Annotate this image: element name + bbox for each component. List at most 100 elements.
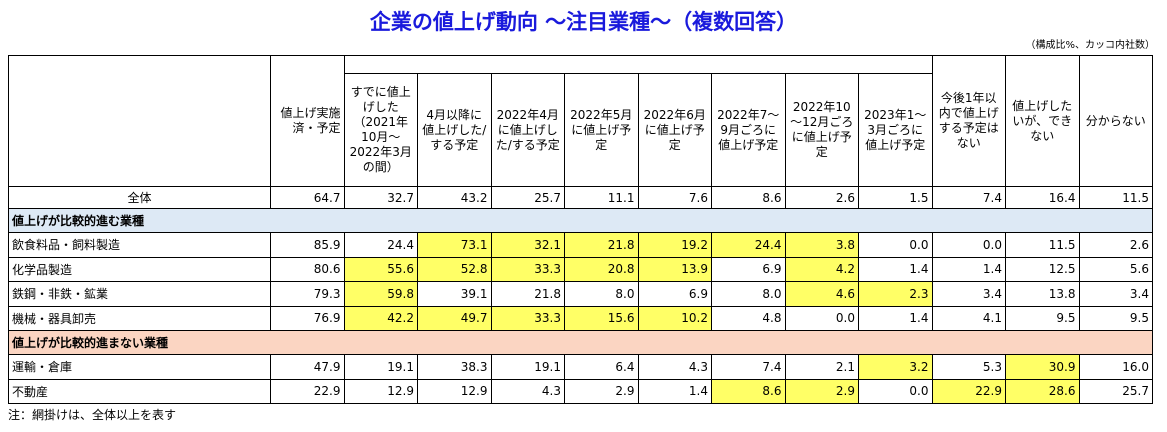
column-header: 分からない [1078, 55, 1153, 187]
cell: 4.2 [784, 256, 859, 282]
cell: 12.9 [343, 378, 418, 404]
cell: 2.3 [858, 281, 933, 307]
cell: 24.4 [711, 232, 786, 258]
row-label: 全体 [8, 186, 271, 209]
cell: 76.9 [270, 305, 345, 331]
cell: 13.9 [637, 256, 712, 282]
cell: 39.1 [417, 281, 492, 307]
data-row: 化学品製造 80.6 55.6 52.8 33.3 20.8 13.9 6.9 4.2 1.4 1.… [8, 256, 1153, 282]
cell: 12.5 [1005, 256, 1080, 282]
cell: 80.6 [270, 256, 345, 282]
cell: 21.8 [564, 232, 639, 258]
row-label: 機械・器具卸売 [8, 305, 271, 331]
cell: 7.4 [931, 186, 1006, 209]
cell: 52.8 [417, 256, 492, 282]
cell: 22.9 [931, 378, 1006, 404]
cell: 43.2 [417, 186, 492, 209]
cell: 1.4 [858, 305, 933, 331]
cell: 3.2 [858, 354, 933, 380]
cell: 16.4 [1005, 186, 1080, 209]
cell: 3.8 [784, 232, 859, 258]
cell: 20.8 [564, 256, 639, 282]
cell: 73.1 [417, 232, 492, 258]
column-header: 値上げしたいが、できない [1005, 55, 1080, 187]
cell: 4.3 [637, 354, 712, 380]
cell: 1.5 [858, 186, 933, 209]
column-header: 2022年7～9月ごろに値上げ予定 [711, 73, 786, 187]
data-row: 不動産 22.9 12.9 12.9 4.3 2.9 1.4 8.6 2.9 0.0 22.9 28.… [8, 378, 1153, 404]
cell: 6.9 [711, 256, 786, 282]
cell: 12.9 [417, 378, 492, 404]
cell: 3.4 [931, 281, 1006, 307]
cell: 22.9 [270, 378, 345, 404]
cell: 5.3 [931, 354, 1006, 380]
cell: 25.7 [1078, 378, 1153, 404]
footnote: 注：網掛けは、全体以上を表す [8, 408, 177, 422]
cell: 0.0 [784, 305, 859, 331]
cell: 55.6 [343, 256, 418, 282]
cell: 11.1 [564, 186, 639, 209]
cell: 64.7 [270, 186, 345, 209]
cell: 0.0 [931, 232, 1006, 258]
cell: 21.8 [490, 281, 565, 307]
cell: 42.2 [343, 305, 418, 331]
header-group [343, 55, 933, 74]
row-label: 不動産 [8, 378, 271, 404]
cell: 9.5 [1005, 305, 1080, 331]
total-row: 全体 64.7 32.7 43.2 25.7 11.1 7.6 8.6 2.6 1.5 7.4 16.… [8, 186, 1153, 209]
cell: 19.1 [490, 354, 565, 380]
column-header: 2022年5月に値上げ予定 [564, 73, 639, 187]
header-row: 値上げ実施済・予定 今後1年以内で値上げする予定はない 値上げしたいが、できない 分か… [8, 55, 1153, 187]
cell: 4.3 [490, 378, 565, 404]
cell: 7.6 [637, 186, 712, 209]
section-title: 値上げが比較的進む業種 [8, 208, 1153, 233]
cell: 33.3 [490, 305, 565, 331]
data-row: 鉄鋼・非鉄・鉱業 79.3 59.8 39.1 21.8 8.0 6.9 8.0 4.6 2.3 3… [8, 281, 1153, 307]
column-header: 4月以降に値上げした/する予定 [417, 73, 492, 187]
data-row: 飲食料品・飼料製造 85.9 24.4 73.1 32.1 21.8 19.2 24.4 3.8… [8, 232, 1153, 258]
column-header: 値上げ実施済・予定 [270, 55, 345, 187]
cell: 2.9 [784, 378, 859, 404]
cell: 6.4 [564, 354, 639, 380]
cell: 10.2 [637, 305, 712, 331]
cell: 8.0 [564, 281, 639, 307]
section-row: 値上げが比較的進まない業種 [8, 330, 1153, 355]
data-row: 機械・器具卸売 76.9 42.2 49.7 33.3 15.6 10.2 4.8 0.0 1.4… [8, 305, 1153, 331]
cell: 15.6 [564, 305, 639, 331]
cell: 38.3 [417, 354, 492, 380]
column-header: 2023年1～3月ごろに値上げ予定 [858, 73, 933, 187]
cell: 19.1 [343, 354, 418, 380]
column-header: 2022年6月に値上げ予定 [637, 73, 712, 187]
cell: 4.8 [711, 305, 786, 331]
cell: 7.4 [711, 354, 786, 380]
cell: 0.0 [858, 232, 933, 258]
row-label: 飲食料品・飼料製造 [8, 232, 271, 258]
row-label: 化学品製造 [8, 256, 271, 282]
header-cell [8, 55, 271, 187]
title: 企業の値上げ動向 ～注目業種～（複数回答） [369, 10, 798, 34]
cell: 24.4 [343, 232, 418, 258]
cell: 6.9 [637, 281, 712, 307]
cell: 32.7 [343, 186, 418, 209]
cell: 2.9 [564, 378, 639, 404]
row-label: 運輸・倉庫 [8, 354, 271, 380]
cell: 11.5 [1005, 232, 1080, 258]
column-header: 2022年4月に値上げした/する予定 [490, 73, 565, 187]
column-header: 2022年10～12月ごろに値上げ予定 [784, 73, 859, 187]
cell: 4.1 [931, 305, 1006, 331]
cell: 59.8 [343, 281, 418, 307]
row-label: 鉄鋼・非鉄・鉱業 [8, 281, 271, 307]
cell: 13.8 [1005, 281, 1080, 307]
cell: 85.9 [270, 232, 345, 258]
cell: 16.0 [1078, 354, 1153, 380]
cell: 3.4 [1078, 281, 1153, 307]
cell: 2.6 [784, 186, 859, 209]
cell: 47.9 [270, 354, 345, 380]
cell: 11.5 [1078, 186, 1153, 209]
cell: 79.3 [270, 281, 345, 307]
cell: 30.9 [1005, 354, 1080, 380]
cell: 2.1 [784, 354, 859, 380]
cell: 2.6 [1078, 232, 1153, 258]
cell: 9.5 [1078, 305, 1153, 331]
table: 値上げ実施済・予定 今後1年以内で値上げする予定はない 値上げしたいが、できない 分か… [8, 55, 1153, 404]
